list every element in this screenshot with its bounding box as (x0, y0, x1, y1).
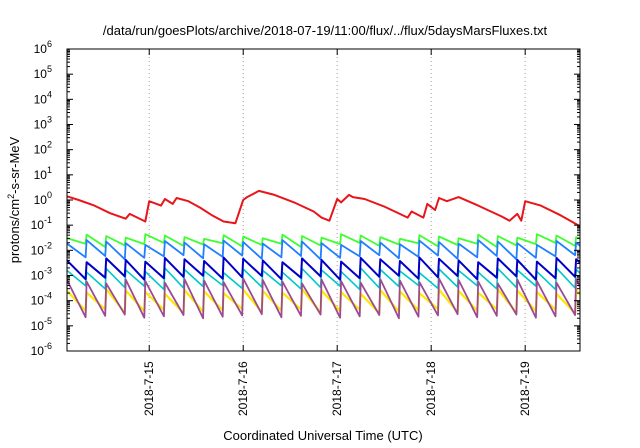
y-tick-label: 103 (34, 115, 52, 132)
y-tick-label: 101 (34, 165, 52, 182)
y-tick-label: 102 (34, 140, 52, 157)
series-layer (67, 189, 580, 320)
x-axis-label: Coordinated Universal Time (UTC) (223, 428, 422, 443)
y-tick-label: 10-6 (31, 341, 52, 358)
y-tick-label: 10-3 (31, 266, 52, 283)
y-axis-label-superscript: 2 (6, 194, 16, 199)
y-tick-label: 105 (34, 64, 52, 81)
y-axis-label-suffix: -s-sr-MeV (7, 136, 22, 193)
y-tick-label: 10-4 (31, 291, 52, 308)
y-tick-label: 106 (34, 39, 52, 56)
y-axis-label: protons/cm2-s-sr-MeV (6, 136, 22, 263)
x-axis: 2018-7-15 2018-7-16 2018-7-17 2018-7-18 2018… (142, 49, 532, 416)
y-axis-label-prefix: protons/cm (7, 199, 22, 263)
x-tick-label: 2018-7-16 (236, 361, 250, 416)
y-tick-label: 100 (34, 190, 52, 207)
x-tick-label: 2018-7-17 (330, 361, 344, 416)
y-tick-label: 10-5 (31, 316, 52, 333)
x-tick-label: 2018-7-19 (518, 361, 532, 416)
y-tick-label: 10-2 (31, 240, 52, 257)
chart-title: /data/run/goesPlots/archive/2018-07-19/1… (103, 23, 548, 38)
series-line (67, 239, 580, 261)
y-axis: 10-6 10-5 10-4 10-3 10-2 10-1 100 101 102 103 104 1… (31, 39, 580, 358)
y-tick-label: 104 (34, 89, 52, 106)
x-tick-label: 2018-7-15 (142, 361, 156, 416)
x-tick-label: 2018-7-18 (424, 361, 438, 416)
y-tick-label: 10-1 (31, 215, 52, 232)
series-line (67, 256, 580, 281)
series-line (67, 189, 580, 228)
series-line (67, 277, 580, 320)
